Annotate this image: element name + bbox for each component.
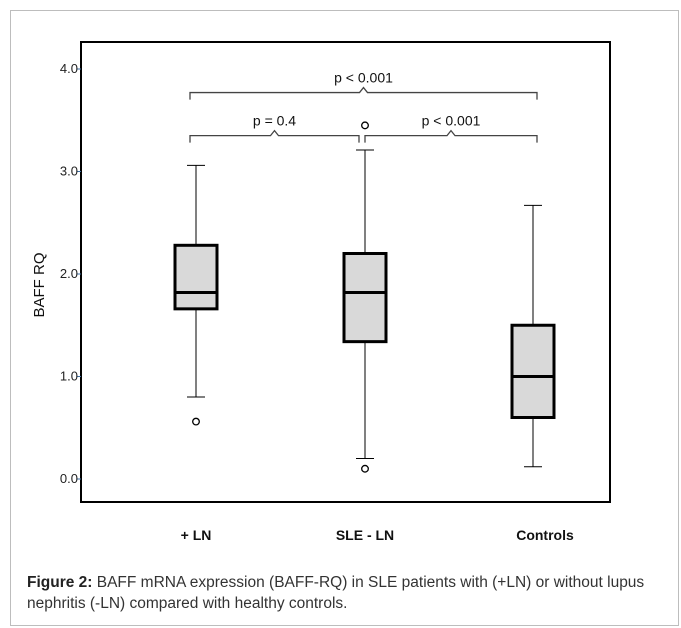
y-tick-label: 4.0 [60,61,78,76]
y-axis-label: BAFF RQ [31,252,48,317]
box-iqr [173,243,219,311]
y-tick-label: 0.0 [60,471,78,486]
p-value-label: p = 0.4 [253,113,296,129]
y-tick-label: 3.0 [60,164,78,179]
p-value-label: p < 0.001 [334,70,393,86]
y-tick-label: 1.0 [60,369,78,384]
outlier-point [192,417,200,426]
box-plot-chart: 0.0 1.0 2.0 3.0 4.0 BAFF RQ + LN SLE - LN Contro… [31,41,611,543]
x-category-label: + LN [181,527,212,543]
y-tick-label: 2.0 [60,266,78,281]
outlier-point [361,121,369,130]
caption-text: BAFF mRNA expression (BAFF-RQ) in SLE pa… [27,574,645,612]
plot-area-border [80,41,611,503]
box-iqr [510,323,556,419]
significance-bracket [364,129,538,143]
box-iqr [342,252,388,344]
significance-bracket [189,86,538,100]
significance-bracket [189,129,360,143]
caption-label: Figure 2: [27,574,93,591]
x-category-label: Controls [516,527,574,543]
outlier-point [361,464,369,473]
p-value-label: p < 0.001 [422,113,481,129]
figure-caption: Figure 2: BAFF mRNA expression (BAFF-RQ)… [27,572,667,614]
x-category-label: SLE - LN [336,527,394,543]
